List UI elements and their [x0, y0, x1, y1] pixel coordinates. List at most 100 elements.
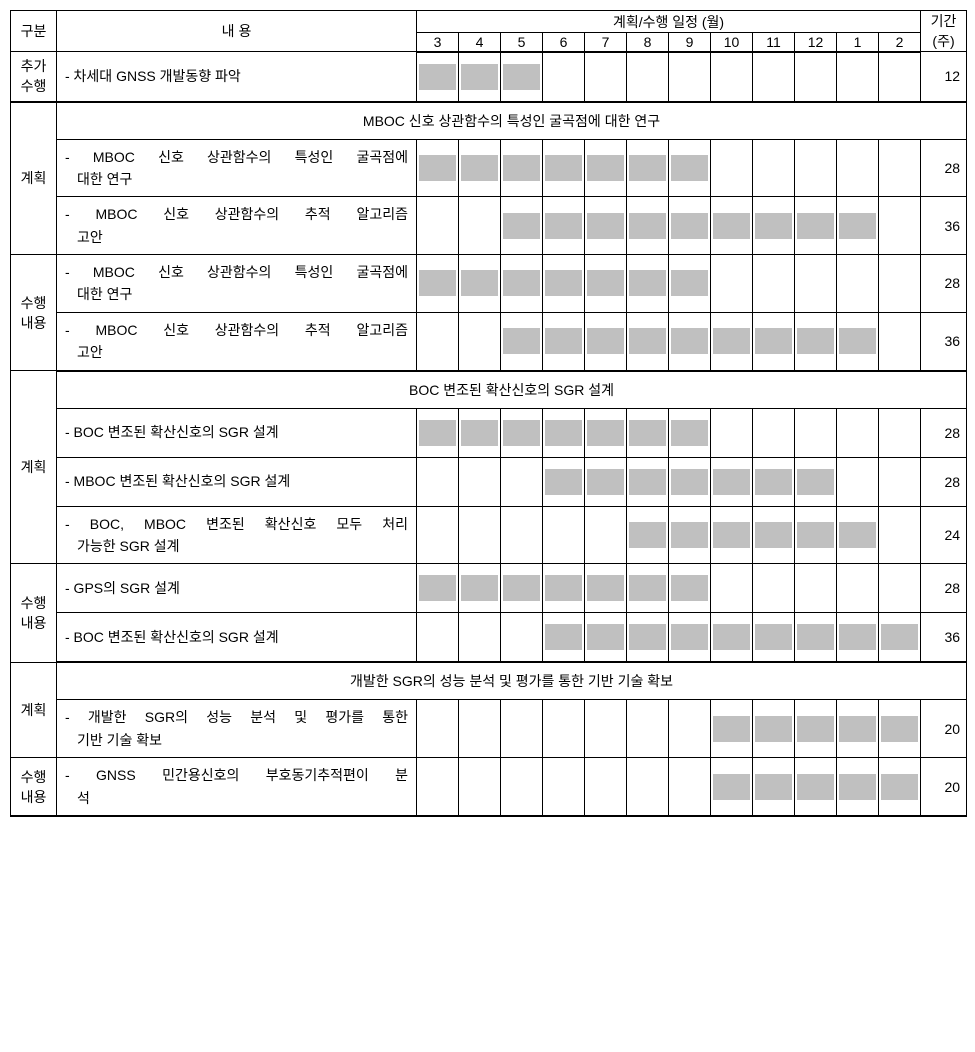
- gantt-cell: [753, 312, 795, 370]
- gantt-bar: [755, 328, 792, 354]
- gantt-bar: [881, 624, 918, 650]
- gantt-cell: [711, 408, 753, 457]
- gantt-bar: [587, 213, 624, 239]
- gantt-cell: [459, 700, 501, 758]
- hdr-duration: 기간 (주): [921, 11, 967, 52]
- gantt-cell: [795, 312, 837, 370]
- gantt-cell: [417, 700, 459, 758]
- row-duration: 12: [921, 52, 967, 102]
- gantt-cell: [669, 197, 711, 255]
- gantt-cell: [753, 408, 795, 457]
- gantt-cell: [669, 139, 711, 197]
- gantt-bar: [839, 213, 876, 239]
- table-row: - BOC 변조된 확산신호의 SGR 설계36: [11, 613, 967, 663]
- row-group-label: 수행내용: [11, 255, 57, 371]
- gantt-cell: [711, 564, 753, 613]
- gantt-cell: [837, 139, 879, 197]
- gantt-cell: [795, 139, 837, 197]
- gantt-cell: [753, 197, 795, 255]
- gantt-bar: [671, 522, 708, 548]
- hdr-month: 9: [669, 33, 711, 52]
- gantt-cell: [543, 139, 585, 197]
- gantt-cell: [711, 758, 753, 816]
- gantt-cell: [879, 758, 921, 816]
- gantt-cell: [879, 613, 921, 663]
- gantt-bar: [839, 522, 876, 548]
- gantt-cell: [417, 139, 459, 197]
- gantt-bar: [671, 155, 708, 181]
- table-row: - BOC, MBOC 변조된 확산신호 모두 처리가능한 SGR 설계24: [11, 506, 967, 564]
- gantt-cell: [417, 758, 459, 816]
- gantt-cell: [627, 255, 669, 313]
- hdr-month: 6: [543, 33, 585, 52]
- table-row: - BOC 변조된 확산신호의 SGR 설계28: [11, 408, 967, 457]
- table-row: 계획MBOC 신호 상관함수의 특성인 굴곡점에 대한 연구: [11, 102, 967, 140]
- gantt-cell: [585, 197, 627, 255]
- gantt-cell: [585, 312, 627, 370]
- gantt-cell: [417, 255, 459, 313]
- gantt-bar: [671, 213, 708, 239]
- table-row: 수행내용- GNSS 민간용신호의 부호동기추적편이 분석20: [11, 758, 967, 816]
- gantt-cell: [795, 52, 837, 102]
- hdr-month: 3: [417, 33, 459, 52]
- gantt-cell: [585, 506, 627, 564]
- gantt-bar: [713, 522, 750, 548]
- gantt-cell: [753, 700, 795, 758]
- gantt-bar: [629, 213, 666, 239]
- gantt-cell: [837, 197, 879, 255]
- gantt-cell: [627, 312, 669, 370]
- gantt-bar: [545, 328, 582, 354]
- hdr-month: 11: [753, 33, 795, 52]
- gantt-cell: [459, 564, 501, 613]
- gantt-cell: [879, 457, 921, 506]
- gantt-cell: [543, 457, 585, 506]
- gantt-cell: [501, 700, 543, 758]
- gantt-bar: [629, 522, 666, 548]
- row-duration: 20: [921, 700, 967, 758]
- gantt-cell: [879, 312, 921, 370]
- gantt-cell: [753, 613, 795, 663]
- gantt-bar: [797, 522, 834, 548]
- gantt-bar: [461, 420, 498, 446]
- row-duration: 28: [921, 457, 967, 506]
- gantt-cell: [543, 197, 585, 255]
- gantt-cell: [585, 700, 627, 758]
- gantt-cell: [417, 564, 459, 613]
- schedule-table: 구분 내 용 계획/수행 일정 (월) 기간 (주) 3 4 5 6 7 8 9…: [10, 10, 967, 817]
- gantt-bar: [881, 716, 918, 742]
- row-duration: 36: [921, 197, 967, 255]
- gantt-cell: [501, 408, 543, 457]
- gantt-cell: [417, 408, 459, 457]
- gantt-cell: [669, 255, 711, 313]
- gantt-bar: [755, 624, 792, 650]
- gantt-cell: [459, 457, 501, 506]
- gantt-bar: [419, 64, 456, 90]
- gantt-cell: [627, 613, 669, 663]
- table-row: 추가수행- 차세대 GNSS 개발동향 파악12: [11, 52, 967, 102]
- section-title: 개발한 SGR의 성능 분석 및 평가를 통한 기반 기술 확보: [57, 662, 967, 700]
- gantt-cell: [417, 613, 459, 663]
- gantt-bar: [713, 213, 750, 239]
- gantt-bar: [671, 270, 708, 296]
- gantt-bar: [671, 328, 708, 354]
- gantt-cell: [711, 139, 753, 197]
- gantt-cell: [417, 197, 459, 255]
- gantt-bar: [419, 420, 456, 446]
- gantt-cell: [627, 197, 669, 255]
- row-group-label: 계획: [11, 371, 57, 564]
- gantt-bar: [755, 774, 792, 800]
- gantt-cell: [501, 613, 543, 663]
- table-row: 계획BOC 변조된 확산신호의 SGR 설계: [11, 371, 967, 409]
- gantt-bar: [419, 270, 456, 296]
- gantt-bar: [587, 469, 624, 495]
- gantt-cell: [753, 457, 795, 506]
- gantt-cell: [795, 613, 837, 663]
- gantt-cell: [795, 408, 837, 457]
- gantt-cell: [417, 312, 459, 370]
- gantt-cell: [879, 255, 921, 313]
- gantt-cell: [795, 197, 837, 255]
- gantt-cell: [837, 408, 879, 457]
- gantt-cell: [837, 564, 879, 613]
- hdr-schedule: 계획/수행 일정 (월): [417, 11, 921, 33]
- gantt-cell: [627, 139, 669, 197]
